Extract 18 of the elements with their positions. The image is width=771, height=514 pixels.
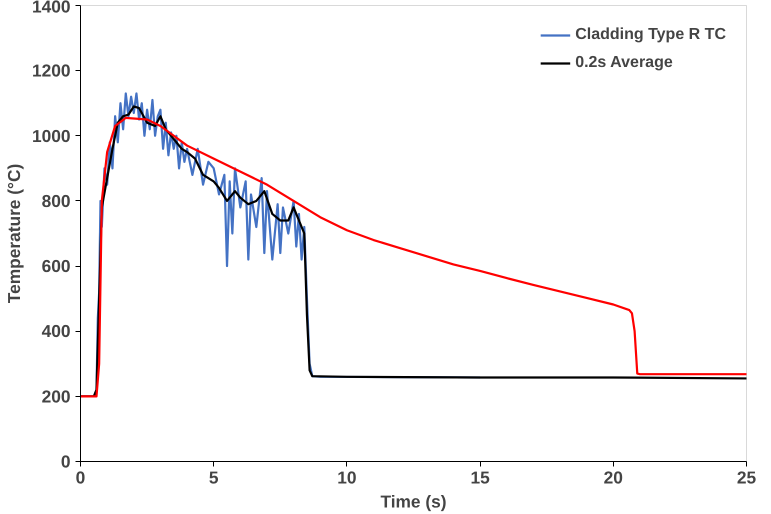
x-tick-label: 5 [208,468,219,488]
y-tick-label: 800 [42,190,71,211]
legend-label: 0.2s Average [575,54,673,72]
x-tick-label: 0 [76,468,86,488]
y-tick-label: 400 [42,321,71,342]
y-tick-label: 1200 [32,60,71,81]
x-axis-title: Time (s) [380,492,447,512]
legend-label: Cladding Type R TC [575,26,726,44]
y-tick-label: 1000 [32,126,71,146]
y-tick-label: 200 [42,386,71,406]
y-tick-label: 1400 [32,0,71,16]
x-tick-label: 10 [337,468,357,488]
x-tick-label: 15 [470,468,490,488]
y-tick-label: 0 [60,452,71,472]
x-tick-label: 20 [604,468,623,488]
y-axis-title: Temperature (°C) [4,164,24,304]
y-tick-label: 600 [42,256,71,276]
x-tick-label: 25 [736,468,756,488]
